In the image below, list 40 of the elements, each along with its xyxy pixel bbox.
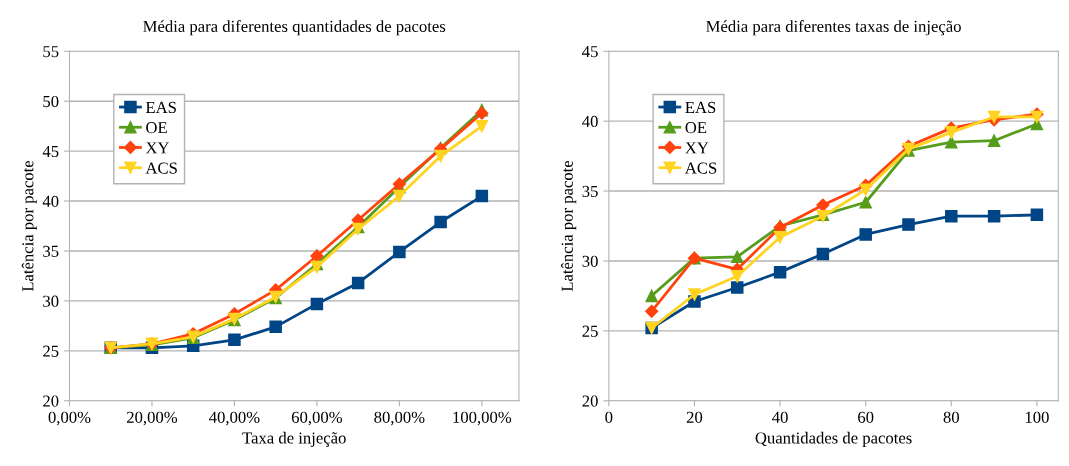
y-tick-label: 20 bbox=[43, 395, 59, 407]
y-tick-label: 55 bbox=[43, 46, 59, 58]
legend-label: EAS bbox=[685, 101, 716, 114]
x-tick-label: 40,00% bbox=[209, 411, 260, 426]
x-tick-label: 40 bbox=[772, 411, 788, 423]
x-tick-label: 100,00% bbox=[453, 411, 512, 426]
y-tick-label: 35 bbox=[43, 245, 59, 257]
x-axis-title: Taxa de injeção bbox=[242, 431, 346, 447]
y-axis-title: Latência por pacote bbox=[21, 160, 37, 292]
y-tick-label: 20 bbox=[582, 395, 598, 407]
x-tick-label: 0,00% bbox=[48, 411, 91, 426]
y-tick-label: 30 bbox=[43, 295, 59, 307]
y-tick-label: 25 bbox=[43, 345, 59, 357]
x-tick-label: 20 bbox=[686, 411, 703, 423]
x-tick-label: 0 bbox=[605, 411, 613, 423]
y-tick-label: 40 bbox=[42, 195, 59, 207]
y-tick-label: 45 bbox=[42, 145, 59, 158]
y-tick-label: 35 bbox=[582, 185, 598, 198]
legend-label: OE bbox=[146, 122, 167, 134]
y-tick-label: 30 bbox=[582, 255, 598, 267]
chart-title: Média para diferentes quantidades de pacotes bbox=[143, 20, 446, 36]
legend-label: EAS bbox=[145, 101, 176, 114]
y-tick-label: 40 bbox=[582, 115, 598, 128]
legend-label: XY bbox=[685, 142, 709, 154]
x-axis-title: Quantidades de pacotes bbox=[755, 431, 912, 447]
chart-title: Média para diferentes taxas de injeção bbox=[706, 20, 961, 36]
y-tick-label: 50 bbox=[43, 95, 59, 108]
x-tick-label: 80,00% bbox=[374, 411, 425, 426]
legend-label: XY bbox=[145, 142, 170, 154]
legend-label: ACS bbox=[684, 162, 717, 174]
x-tick-label: 60,00% bbox=[291, 411, 343, 426]
legend-label: ACS bbox=[145, 162, 177, 174]
y-tick-label: 25 bbox=[582, 325, 598, 337]
x-tick-label: 60 bbox=[858, 411, 874, 423]
y-tick-label: 45 bbox=[582, 46, 598, 58]
x-tick-label: 100 bbox=[1025, 411, 1049, 423]
legend-label: OE bbox=[685, 122, 707, 134]
y-axis-title: Latência por pacote bbox=[561, 160, 577, 292]
x-tick-label: 80 bbox=[943, 411, 959, 423]
x-tick-label: 20,00% bbox=[127, 411, 178, 426]
